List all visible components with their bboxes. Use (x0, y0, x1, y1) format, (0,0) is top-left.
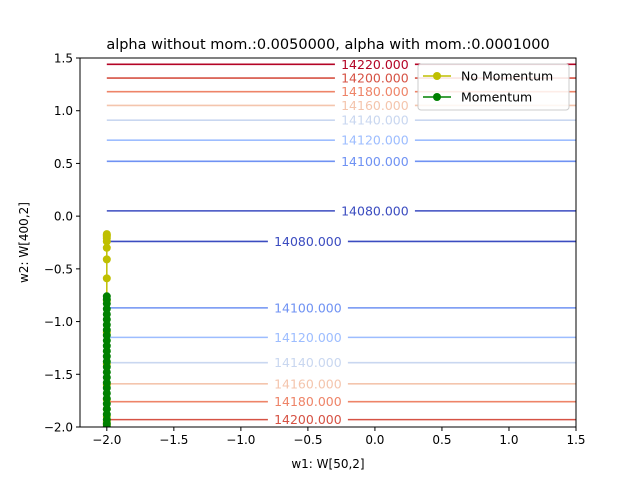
plot-frame (79, 57, 577, 428)
y-tick-label: −2.0 (44, 421, 73, 435)
x-tick-label: 1.5 (566, 433, 585, 447)
series-point (102, 292, 111, 301)
series-point (102, 243, 111, 252)
y-tick-label: 1.0 (54, 104, 73, 118)
legend-label: No Momentum (461, 69, 553, 84)
y-axis: 1.5 1.0 0.5 0.0 −0.5 −1.0 −1.5 −2.0 (44, 52, 80, 435)
x-axis-label: w1: W[50,2] (291, 457, 364, 471)
chart-title: alpha without mom.:0.0050000, alpha with… (106, 37, 549, 53)
legend-label: Momentum (461, 90, 532, 105)
contour-label: 14180.000 (341, 84, 409, 99)
x-tick-label: 1.0 (499, 433, 518, 447)
y-tick-label: −1.5 (44, 368, 73, 382)
x-tick-label: −1.5 (159, 433, 188, 447)
contour-label: 14180.000 (274, 394, 342, 409)
series-point (102, 230, 111, 239)
series-point (102, 274, 111, 283)
contour-label: 14140.000 (341, 113, 409, 128)
contour-label: 14100.000 (341, 154, 409, 169)
contour-label: 14100.000 (274, 300, 342, 315)
legend-marker (433, 93, 441, 101)
contour-labels: 14220.00014200.00014180.00014160.0001414… (274, 57, 409, 427)
y-tick-label: 0.5 (54, 157, 73, 171)
x-tick-label: −0.5 (293, 433, 322, 447)
y-tick-label: 1.5 (54, 52, 73, 66)
legend-entries: No Momentum Momentum (423, 69, 553, 105)
series-point (102, 255, 111, 264)
x-axis: −2.0 −1.5 −1.0 −0.5 0.0 0.5 1.0 1.5 (92, 427, 586, 447)
y-tick-label: −1.0 (44, 315, 73, 329)
contour-label: 14160.000 (341, 98, 409, 113)
contour-label: 14200.000 (274, 412, 342, 427)
contour-label: 14080.000 (341, 203, 409, 218)
contour-lines (106, 63, 576, 421)
legend-marker (433, 72, 441, 80)
x-tick-label: −1.0 (226, 433, 255, 447)
contour-label: 14120.000 (274, 330, 342, 345)
series-group (102, 230, 111, 427)
contour-label: 14140.000 (274, 355, 342, 370)
x-tick-label: 0.0 (365, 433, 384, 447)
x-tick-label: −2.0 (92, 433, 121, 447)
contour-label: 14200.000 (341, 71, 409, 86)
y-tick-label: 0.0 (54, 210, 73, 224)
plot-area: 14220.00014200.00014180.00014160.0001414… (79, 57, 577, 428)
x-tick-label: 0.5 (432, 433, 451, 447)
legend-box (417, 63, 570, 111)
contour-label: 14220.000 (341, 57, 409, 72)
y-axis-label: w2: W[400,2] (17, 202, 31, 283)
contour-label: 14120.000 (341, 133, 409, 148)
contour-label: 14080.000 (274, 234, 342, 249)
y-tick-label: −0.5 (44, 262, 73, 276)
legend: No Momentum Momentum (417, 63, 570, 111)
contour-label: 14160.000 (274, 376, 342, 391)
